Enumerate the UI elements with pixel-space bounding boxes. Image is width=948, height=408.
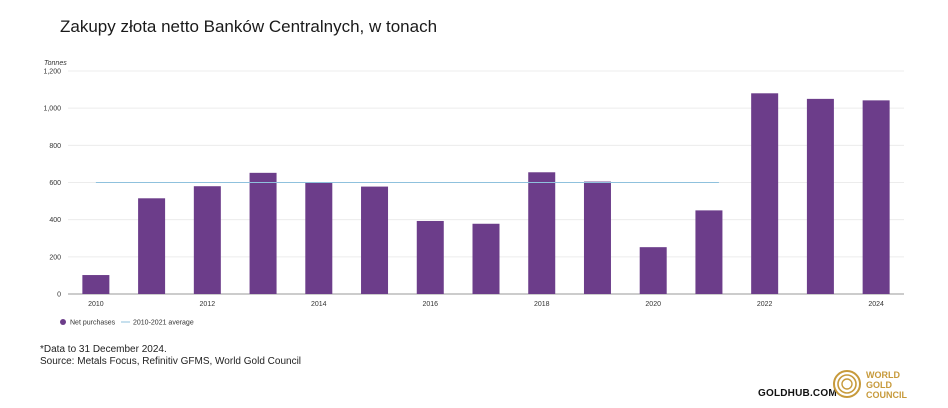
bar bbox=[305, 182, 333, 294]
bar bbox=[806, 98, 834, 294]
chart-area: Tonnes 0 200 400 600 800 1,000 1,200 2010 2012 201… bbox=[43, 60, 904, 327]
x-tick-label: 2012 bbox=[200, 301, 216, 308]
bar bbox=[361, 186, 389, 294]
y-axis-label: Tonnes bbox=[44, 60, 67, 67]
bar bbox=[416, 220, 444, 294]
bar bbox=[695, 210, 723, 294]
bar bbox=[583, 181, 611, 294]
bar bbox=[862, 100, 890, 294]
x-tick-label: 2022 bbox=[757, 301, 773, 308]
y-tick-label: 1,200 bbox=[43, 69, 61, 76]
y-tick-label: 1,000 bbox=[43, 106, 61, 113]
bar bbox=[751, 93, 779, 294]
bar bbox=[472, 223, 500, 294]
y-tick-label: 200 bbox=[49, 254, 61, 261]
world-gold-council-logo-text: WORLD GOLD COUNCIL bbox=[866, 370, 907, 400]
x-tick-label: 2018 bbox=[534, 301, 550, 308]
footnote: *Data to 31 December 2024. Source: Metal… bbox=[40, 344, 301, 368]
logo-word-2: GOLD bbox=[866, 380, 892, 390]
x-tick-label: 2024 bbox=[868, 301, 884, 308]
legend-marker-net-purchases bbox=[60, 319, 66, 325]
footnote-source: Source: Metals Focus, Refinitiv GFMS, Wo… bbox=[40, 356, 302, 367]
bar bbox=[249, 172, 277, 294]
footnote-date: *Data to 31 December 2024. bbox=[40, 344, 167, 355]
x-tick-label: 2020 bbox=[645, 301, 661, 308]
y-tick-label: 0 bbox=[57, 292, 61, 299]
bar bbox=[82, 275, 110, 294]
y-tick-label: 400 bbox=[49, 217, 61, 224]
world-gold-council-logo-icon bbox=[833, 370, 861, 398]
x-tick-label: 2014 bbox=[311, 301, 327, 308]
bar bbox=[193, 186, 221, 294]
bar bbox=[528, 172, 556, 294]
legend-label-net-purchases: Net purchases bbox=[70, 320, 116, 327]
logo-word-3: COUNCIL bbox=[866, 390, 907, 400]
logo-word-1: WORLD bbox=[866, 370, 900, 380]
legend-label-average: 2010-2021 average bbox=[133, 320, 194, 327]
y-tick-label: 800 bbox=[49, 143, 61, 150]
chart-title: Zakupy złota netto Banków Centralnych, w… bbox=[60, 17, 438, 36]
x-tick-label: 2010 bbox=[88, 301, 104, 308]
goldhub-link[interactable]: GOLDHUB.COM bbox=[758, 388, 837, 399]
y-tick-label: 600 bbox=[49, 180, 61, 187]
bar bbox=[639, 247, 667, 294]
bar bbox=[138, 198, 166, 294]
x-tick-label: 2016 bbox=[422, 301, 438, 308]
